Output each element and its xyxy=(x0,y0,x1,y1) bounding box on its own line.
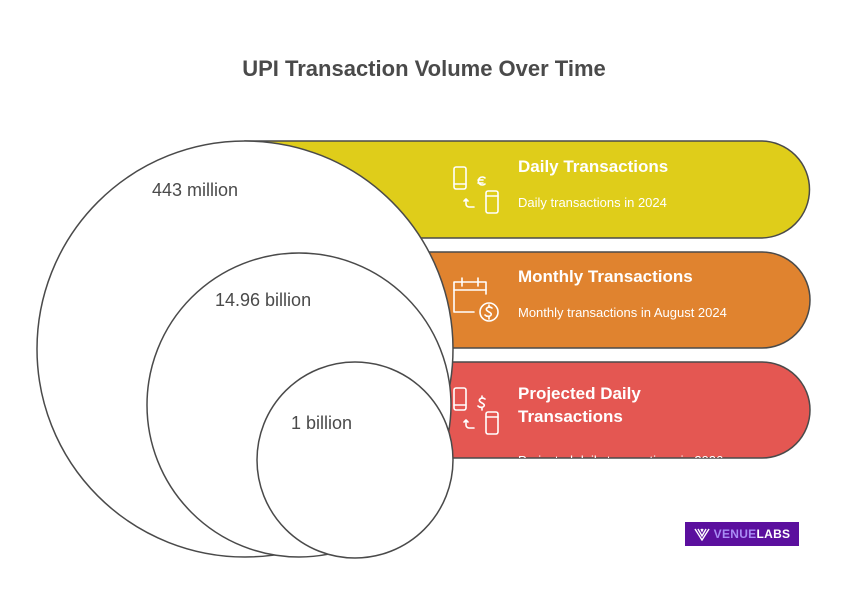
circle-projected xyxy=(256,361,454,559)
venuelabs-v-icon xyxy=(694,528,710,541)
calendar-dollar-icon xyxy=(453,277,499,322)
logo-text-labs: LABS xyxy=(756,527,791,541)
band-title-projected-line1: Projected Daily xyxy=(518,384,641,403)
band-title-monthly: Monthly Transactions xyxy=(518,267,693,286)
page-title: UPI Transaction Volume Over Time xyxy=(242,56,606,81)
phone-transfer-euro-icon xyxy=(453,166,499,214)
value-monthly: 14.96 billion xyxy=(215,290,312,310)
venuelabs-logo: VENUELABS xyxy=(685,522,799,546)
band-title-projected-line2: Transactions xyxy=(518,407,623,426)
band-title-daily: Daily Transactions xyxy=(518,157,669,176)
band-subtitle-monthly: Monthly transactions in August 2024 xyxy=(518,305,727,320)
value-projected: 1 billion xyxy=(291,413,353,433)
value-daily: 443 million xyxy=(152,180,239,200)
band-projected xyxy=(354,361,811,459)
logo-text-venue: VENUE xyxy=(713,527,757,541)
band-subtitle-daily: Daily transactions in 2024 xyxy=(518,195,667,210)
phone-transfer-dollar-icon xyxy=(453,387,499,435)
